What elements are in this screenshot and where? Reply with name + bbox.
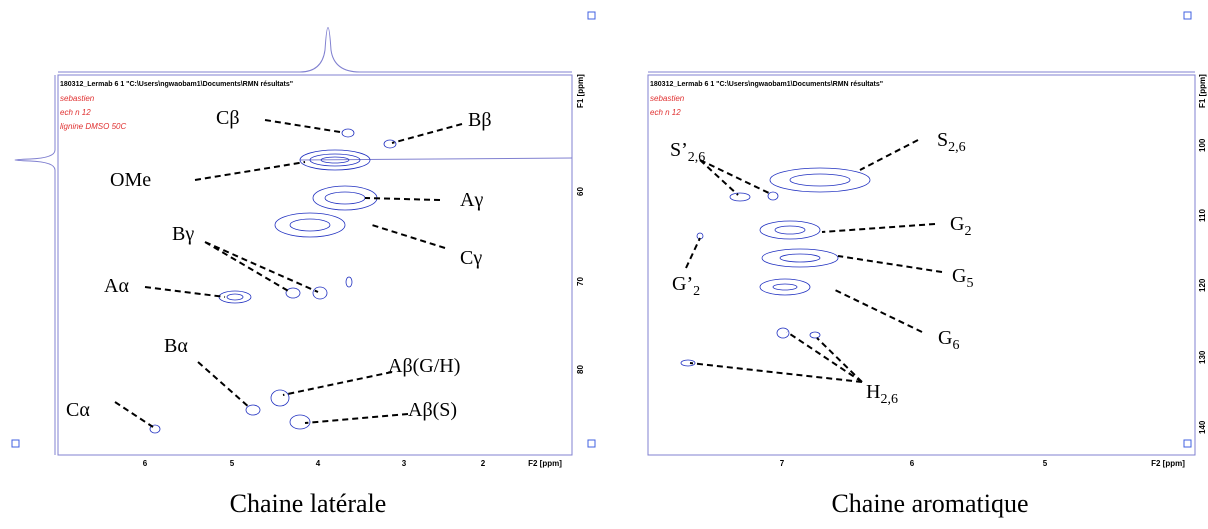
note: ech n 12 bbox=[60, 108, 91, 117]
corner-marker bbox=[1183, 439, 1192, 448]
corner-marker bbox=[587, 11, 596, 20]
right-frame bbox=[647, 74, 1196, 456]
peak-label: Bβ bbox=[468, 109, 492, 131]
y-axis-title: F1 [ppm] bbox=[1198, 74, 1207, 108]
note: lignine DMSO 50C bbox=[60, 122, 126, 131]
y-tick-label: 100 bbox=[1198, 138, 1207, 152]
left-frame bbox=[57, 74, 573, 456]
x-axis-title: F2 [ppm] bbox=[1151, 459, 1185, 468]
left-projection bbox=[14, 75, 56, 455]
note: sebastien bbox=[650, 94, 685, 103]
x-tick-label: 6 bbox=[910, 459, 915, 468]
corner-marker bbox=[11, 439, 20, 448]
caption: Chaine latérale bbox=[230, 489, 387, 518]
x-tick-label: 3 bbox=[402, 459, 407, 468]
peak-label: Aβ(G/H) bbox=[388, 355, 460, 377]
left-contours bbox=[149, 128, 397, 434]
peak-label: G’2 bbox=[672, 273, 700, 299]
peak-label: G5 bbox=[952, 265, 973, 291]
peak-label: H2,6 bbox=[866, 381, 898, 407]
right-contours bbox=[680, 167, 871, 367]
x-tick-label: 5 bbox=[230, 459, 235, 468]
y-tick-label: 120 bbox=[1198, 278, 1207, 292]
note: ech n 12 bbox=[650, 108, 681, 117]
header: 180312_Lermab 6 1 "C:\Users\ngwaobam1\Do… bbox=[650, 81, 883, 88]
peak-label: Aγ bbox=[460, 189, 483, 211]
peak-label: Bα bbox=[164, 335, 188, 357]
ome-ridge bbox=[299, 157, 573, 161]
y-tick-label: 80 bbox=[576, 365, 585, 374]
header: 180312_Lermab 6 1 "C:\Users\ngwaobam1\Do… bbox=[60, 81, 293, 88]
x-tick-label: 6 bbox=[143, 459, 148, 468]
peak-label: G6 bbox=[938, 327, 959, 353]
peak-label: Cβ bbox=[216, 107, 240, 129]
y-tick-label: 60 bbox=[576, 187, 585, 196]
peak-label: Aα bbox=[104, 275, 129, 297]
x-tick-label: 7 bbox=[780, 459, 785, 468]
corner-marker bbox=[587, 439, 596, 448]
x-axis-title: F2 [ppm] bbox=[528, 459, 562, 468]
y-tick-label: 140 bbox=[1198, 420, 1207, 434]
peak-label: G2 bbox=[950, 213, 971, 239]
y-axis-title: F1 [ppm] bbox=[576, 74, 585, 108]
peak-label: OMe bbox=[110, 169, 151, 191]
peak-label: S2,6 bbox=[937, 129, 966, 155]
x-tick-label: 5 bbox=[1043, 459, 1048, 468]
top-projection bbox=[58, 27, 572, 73]
y-tick-label: 110 bbox=[1198, 209, 1207, 222]
note: sebastien bbox=[60, 94, 95, 103]
corner-marker bbox=[1183, 11, 1192, 20]
x-tick-label: 2 bbox=[481, 459, 486, 468]
left-annotations: Cβ Bβ OMe Aγ Bγ Cγ Aα Bα Aβ(G/H) Aβ(S) C… bbox=[66, 107, 492, 428]
peak-label: Aβ(S) bbox=[408, 399, 457, 421]
y-tick-label: 130 bbox=[1198, 350, 1207, 364]
right-annotations: S’2,6 S2,6 G2 G’2 G5 G6 H2,6 bbox=[670, 129, 973, 407]
x-tick-label: 4 bbox=[316, 459, 321, 468]
peak-label: Bγ bbox=[172, 223, 194, 245]
y-tick-label: 70 bbox=[576, 277, 585, 286]
peak-label: Cγ bbox=[460, 247, 482, 269]
caption: Chaine aromatique bbox=[831, 489, 1028, 518]
peak-label: Cα bbox=[66, 399, 90, 421]
